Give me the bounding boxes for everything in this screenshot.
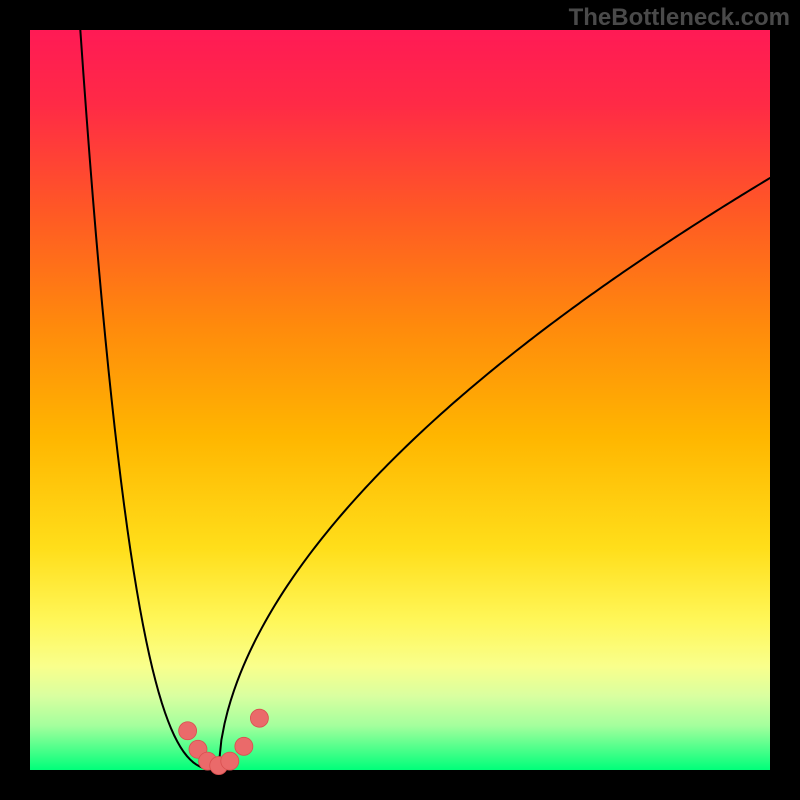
curve-marker	[235, 737, 253, 755]
watermark-text: TheBottleneck.com	[569, 4, 790, 32]
curve-marker	[179, 722, 197, 740]
chart-plot-background	[30, 30, 770, 770]
bottleneck-chart	[0, 0, 800, 800]
curve-marker	[250, 709, 268, 727]
curve-marker	[221, 752, 239, 770]
